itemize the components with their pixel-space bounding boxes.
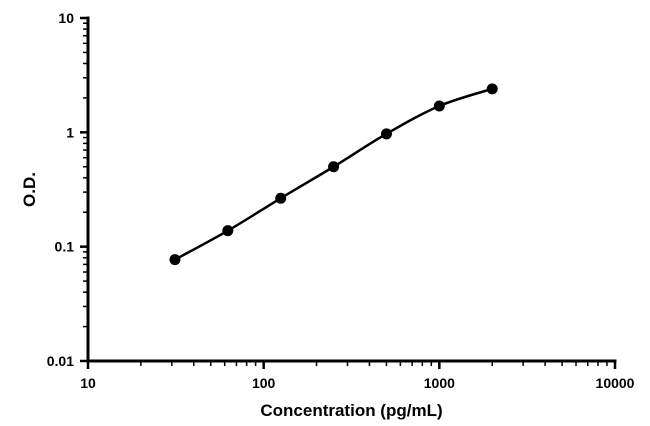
x-tick-label: 100 — [252, 375, 276, 391]
y-tick-label: 0.01 — [47, 353, 74, 369]
y-tick-label: 1 — [66, 124, 74, 140]
axis-ticks — [80, 16, 617, 369]
data-point — [275, 192, 287, 204]
y-tick-label: 0.1 — [55, 239, 75, 255]
y-tick-label: 10 — [58, 10, 74, 26]
axis-tick-labels: 10 100 1000 10000 0.01 0.1 1 10 — [47, 10, 635, 391]
data-point — [169, 254, 181, 266]
data-series — [169, 83, 498, 266]
axes — [86, 16, 617, 363]
data-point — [380, 128, 392, 140]
x-tick-label: 1000 — [424, 375, 455, 391]
data-point — [433, 100, 445, 112]
y-axis-title: O.D. — [20, 172, 39, 207]
x-tick-label: 10 — [80, 375, 96, 391]
data-point — [222, 225, 234, 237]
data-point — [328, 161, 340, 173]
x-tick-label: 10000 — [596, 375, 635, 391]
x-axis-title: Concentration (pg/mL) — [260, 401, 442, 420]
series-line — [174, 87, 493, 261]
data-point — [486, 83, 498, 95]
